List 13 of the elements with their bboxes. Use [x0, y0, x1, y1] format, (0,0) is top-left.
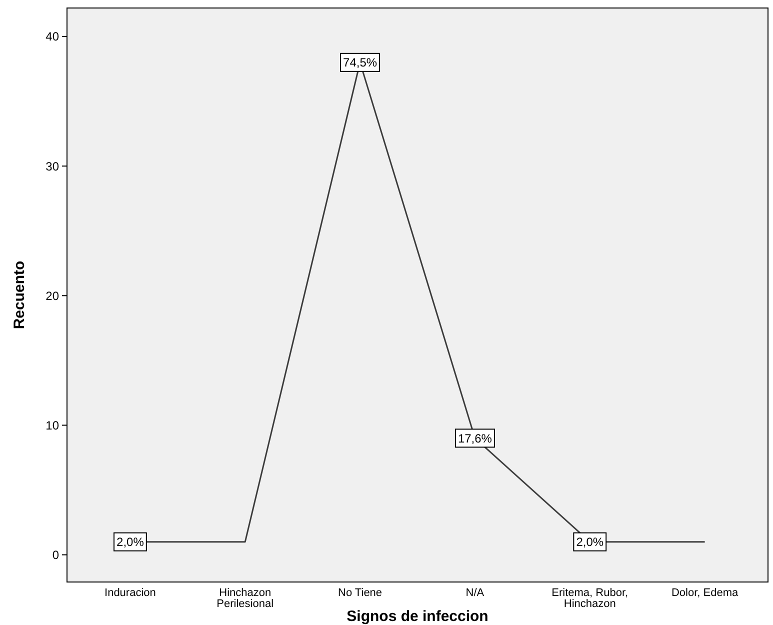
x-tick-label: Hinchazon Perilesional [216, 587, 274, 610]
y-tick-label: 0 [52, 548, 60, 562]
x-tick-label: Dolor, Edema [671, 587, 739, 599]
y-axis-title: Recuento [11, 260, 28, 330]
x-tick-label: No Tiene [338, 587, 382, 599]
y-tick-label: 10 [46, 418, 60, 432]
x-tick-label: Induracion [104, 587, 156, 599]
x-tick-label: Eritema, Rubor, Hinchazon [552, 587, 628, 610]
y-tick-label: 40 [46, 30, 60, 44]
x-axis-title: Signos de infeccion [346, 608, 488, 625]
x-tick-label: N/A [466, 587, 485, 599]
y-tick-label: 20 [46, 288, 60, 303]
y-tick-label: 30 [46, 159, 60, 174]
